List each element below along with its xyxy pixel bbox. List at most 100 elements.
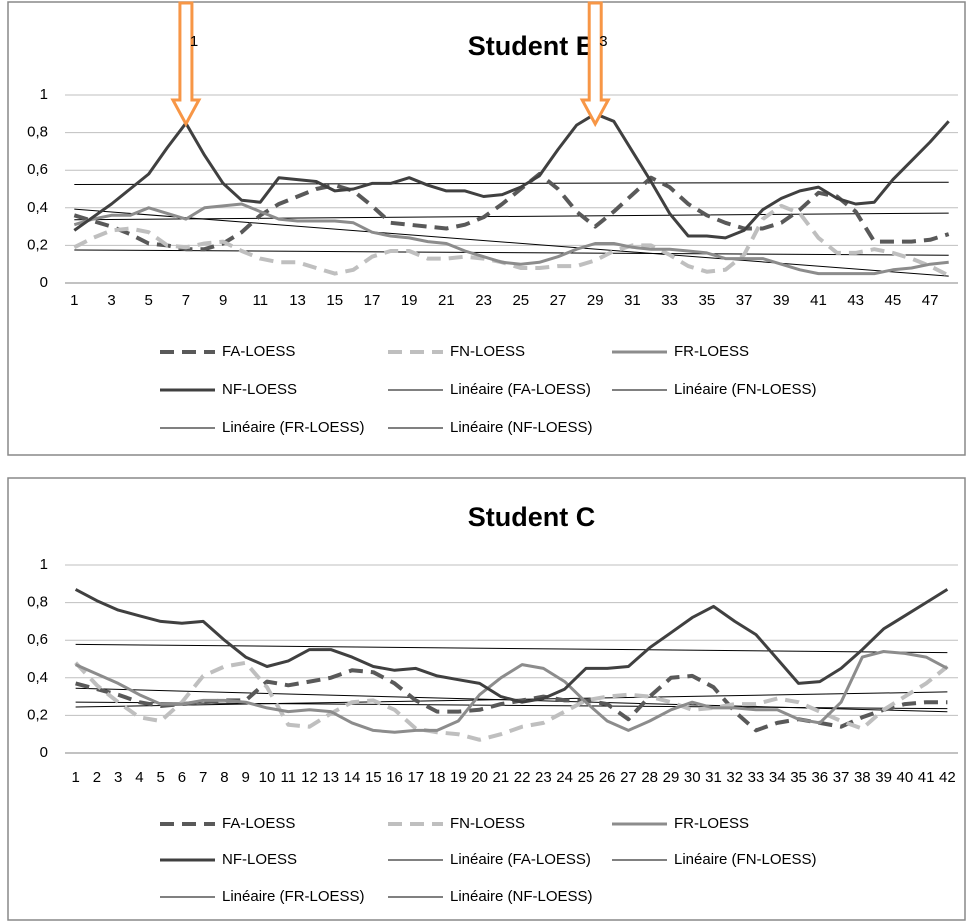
series-line [73, 112, 950, 240]
x-tick-label: 28 [641, 769, 658, 786]
series-line [74, 650, 949, 734]
x-tick-label: 25 [578, 769, 595, 786]
x-tick-label: 31 [624, 292, 641, 309]
x-tick-label: 27 [550, 292, 567, 309]
legend-label: Linéaire (NF-LOESS) [450, 419, 593, 436]
x-tick-label: 32 [726, 769, 743, 786]
x-tick-label: 47 [922, 292, 939, 309]
annotation-label: 3 [599, 33, 607, 50]
x-tick-label: 25 [512, 292, 529, 309]
legend-label: Linéaire (FR-LOESS) [222, 419, 365, 436]
x-tick-label: 1 [70, 292, 78, 309]
legend-label: NF-LOESS [222, 381, 297, 398]
x-tick-label: 22 [514, 769, 531, 786]
y-tick-label: 0,8 [27, 124, 48, 141]
x-tick-label: 33 [661, 292, 678, 309]
x-tick-label: 43 [847, 292, 864, 309]
legend-label: FN-LOESS [450, 343, 525, 360]
legend-label: Linéaire (FN-LOESS) [674, 381, 817, 398]
x-tick-label: 35 [790, 769, 807, 786]
trend-line [74, 208, 949, 277]
y-tick-label: 0,2 [27, 236, 48, 253]
x-tick-label: 20 [471, 769, 488, 786]
x-tick-label: 37 [736, 292, 753, 309]
x-tick-label: 15 [326, 292, 343, 309]
x-tick-label: 3 [114, 769, 122, 786]
x-tick-label: 33 [748, 769, 765, 786]
x-tick-label: 37 [833, 769, 850, 786]
x-tick-label: 1 [71, 769, 79, 786]
x-tick-label: 14 [344, 769, 361, 786]
x-tick-label: 36 [811, 769, 828, 786]
x-tick-label: 5 [157, 769, 165, 786]
x-tick-label: 35 [699, 292, 716, 309]
x-tick-label: 30 [684, 769, 701, 786]
x-tick-label: 8 [220, 769, 228, 786]
legend-label: NF-LOESS [222, 851, 297, 868]
x-tick-label: 26 [599, 769, 616, 786]
x-tick-label: 15 [365, 769, 382, 786]
trend-line [75, 643, 948, 654]
x-tick-label: 19 [450, 769, 467, 786]
x-tick-label: 2 [93, 769, 101, 786]
x-tick-label: 23 [535, 769, 552, 786]
y-tick-label: 0 [40, 274, 48, 291]
x-tick-label: 21 [493, 769, 510, 786]
legend-label: FR-LOESS [674, 343, 749, 360]
legend-label: Linéaire (FN-LOESS) [674, 851, 817, 868]
chart-frame [7, 1, 966, 456]
x-tick-label: 5 [145, 292, 153, 309]
x-tick-label: 4 [135, 769, 143, 786]
x-tick-label: 19 [401, 292, 418, 309]
x-tick-label: 40 [897, 769, 914, 786]
x-tick-label: 23 [475, 292, 492, 309]
x-tick-label: 3 [107, 292, 115, 309]
x-tick-label: 9 [242, 769, 250, 786]
x-tick-label: 10 [259, 769, 276, 786]
y-tick-label: 0,8 [27, 594, 48, 611]
y-tick-label: 0 [40, 744, 48, 761]
x-tick-label: 12 [301, 769, 318, 786]
x-tick-label: 24 [556, 769, 573, 786]
x-tick-label: 13 [322, 769, 339, 786]
annotation-label: 1 [190, 33, 198, 50]
x-tick-label: 41 [810, 292, 827, 309]
trend-line [75, 701, 948, 710]
x-tick-label: 45 [885, 292, 902, 309]
x-tick-label: 11 [253, 292, 269, 309]
trend-line [74, 249, 949, 256]
y-tick-label: 0,4 [27, 669, 48, 686]
series-line [73, 202, 949, 276]
x-tick-label: 16 [386, 769, 403, 786]
series-line [73, 172, 950, 252]
chart-title: Student C [468, 502, 596, 532]
x-tick-label: 29 [663, 769, 680, 786]
x-tick-label: 6 [178, 769, 186, 786]
x-tick-label: 7 [199, 769, 207, 786]
annotation-arrow [170, 1, 202, 128]
x-tick-label: 17 [364, 292, 381, 309]
legend-label: FN-LOESS [450, 815, 525, 832]
legend-label: Linéaire (FA-LOESS) [450, 381, 591, 398]
x-tick-label: 39 [875, 769, 892, 786]
x-tick-label: 27 [620, 769, 637, 786]
x-tick-label: 42 [939, 769, 956, 786]
y-tick-label: 0,6 [27, 631, 48, 648]
x-tick-label: 13 [289, 292, 306, 309]
x-tick-label: 7 [182, 292, 190, 309]
legend-label: Linéaire (FR-LOESS) [222, 888, 365, 905]
x-tick-label: 38 [854, 769, 871, 786]
y-tick-label: 0,2 [27, 706, 48, 723]
chart-title: Student B [468, 31, 596, 61]
series-line [74, 588, 949, 704]
y-tick-label: 1 [40, 556, 48, 573]
x-tick-label: 18 [429, 769, 446, 786]
legend-label: FA-LOESS [222, 343, 295, 360]
legend-label: FA-LOESS [222, 815, 295, 832]
x-tick-label: 39 [773, 292, 790, 309]
y-tick-label: 1 [40, 86, 48, 103]
legend-label: Linéaire (FA-LOESS) [450, 851, 591, 868]
x-tick-label: 31 [705, 769, 722, 786]
